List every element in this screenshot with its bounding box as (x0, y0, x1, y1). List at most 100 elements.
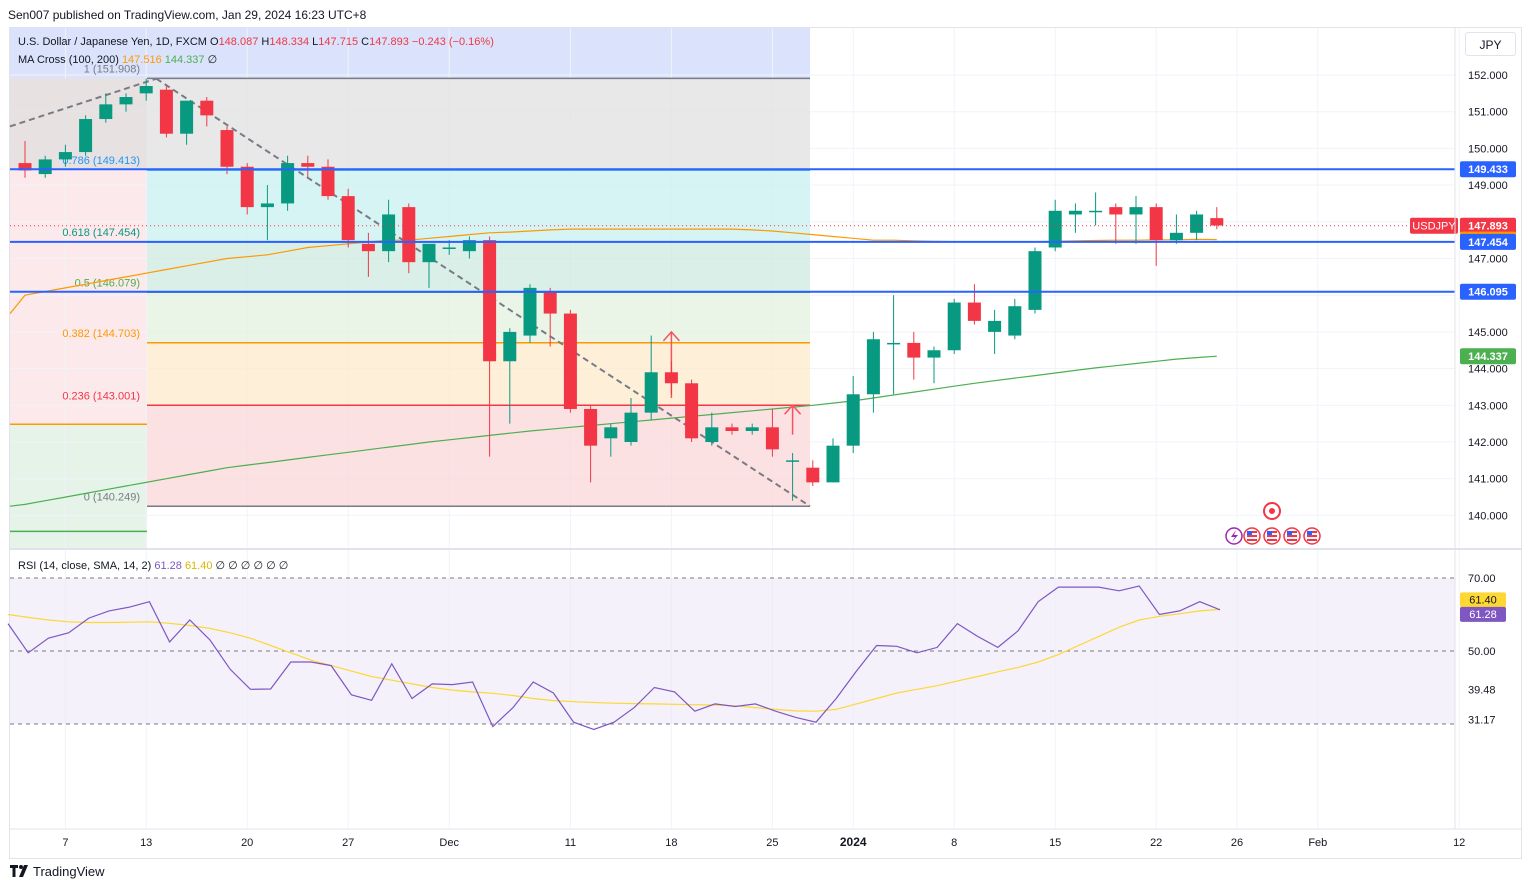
candle-body (281, 163, 295, 204)
fib-band (147, 342, 810, 406)
x-tick-label: 12 (1453, 837, 1465, 849)
symbol-legend: U.S. Dollar / Japanese Yen, 1D, FXCM O14… (18, 36, 494, 48)
y-tick-label: 151.000 (1468, 107, 1508, 119)
x-tick-label: 25 (766, 837, 778, 849)
rsi-tick-label: 70.00 (1468, 573, 1496, 585)
close-label: C (361, 36, 370, 48)
fib-band (147, 405, 810, 507)
price-tag (1460, 233, 1516, 250)
rsi-pane[interactable] (7, 577, 1455, 731)
candle-body (180, 100, 194, 134)
candle-body (604, 427, 618, 439)
axes: 152.000151.000150.000149.000148.000147.0… (10, 28, 1521, 849)
y-tick-label: 152.000 (1468, 70, 1508, 82)
candle-body (1169, 232, 1183, 241)
candle-body (664, 372, 678, 384)
x-tick-label: 11 (565, 837, 576, 849)
y-tick-label: 144.000 (1468, 364, 1508, 376)
horizontal-lines[interactable] (10, 168, 1455, 293)
candle-body (988, 320, 1002, 332)
close-value: 147.893 (369, 36, 409, 48)
y-tick-label: 150.000 (1468, 143, 1508, 155)
flag-stripe-icon (1307, 535, 1317, 537)
top-bar: Sen007 published on TradingView.com, Jan… (0, 0, 1531, 28)
currency-button[interactable]: JPY (1465, 32, 1516, 56)
x-tick-label: 15 (1049, 837, 1061, 849)
fib-band (147, 241, 810, 293)
open-label: O (210, 36, 219, 48)
y-tick-label: 147.000 (1468, 254, 1508, 266)
ma-extra: ∅ (207, 54, 218, 66)
x-tick-label: 2024 (840, 835, 867, 849)
low-value: 147.715 (318, 36, 359, 48)
rsi-legend[interactable]: RSI (14, close, SMA, 14, 2) 61.28 61.40 … (18, 559, 288, 572)
candle-body (846, 394, 860, 446)
candle-body (1008, 306, 1022, 336)
open-value: 148.087 (218, 36, 259, 48)
candle-body (1190, 214, 1204, 233)
rsi-ma-line (7, 608, 1221, 712)
flag-stripe-icon (1307, 539, 1317, 541)
rsi-extra: ∅ ∅ ∅ ∅ ∅ ∅ (215, 560, 289, 572)
fib-retracement[interactable]: 1 (151.908) 0.786 (149.413) 0.618 (147.454… (10, 63, 810, 533)
high-value: 148.334 (269, 36, 310, 48)
candle-body (18, 163, 32, 171)
flag-canton-icon (1267, 531, 1272, 535)
candle-body (58, 152, 72, 160)
fib-level-label: 0.5 (146.079) (75, 277, 140, 289)
candle-body (887, 342, 901, 345)
x-tick-label: 27 (342, 837, 354, 849)
candle-body (907, 342, 921, 358)
candle-body (685, 383, 699, 439)
candle-body (563, 313, 577, 409)
economic-events[interactable] (1225, 502, 1321, 545)
price-tag-label: 149.433 (1468, 164, 1508, 176)
flag-stripe-icon (1267, 535, 1277, 537)
candle-body (1210, 218, 1224, 226)
flag-stripe-icon (1287, 535, 1297, 537)
y-tick-label: 149.000 (1468, 180, 1508, 192)
event-dot-icon (1269, 508, 1275, 514)
rsi-line (7, 585, 1221, 731)
candle-body (159, 89, 173, 134)
x-tick-label: 7 (62, 837, 68, 849)
candle-body (745, 427, 759, 431)
candle-body (38, 159, 52, 175)
candle-body (765, 427, 779, 450)
fib-level-label: 0.786 (149.413) (62, 155, 140, 167)
candle-body (806, 467, 820, 483)
candle-body (79, 119, 93, 153)
price-tag (1460, 161, 1516, 178)
candle-body (584, 408, 598, 446)
candle-body (422, 243, 436, 263)
rsi-ma-value: 61.40 (184, 560, 213, 572)
candles[interactable] (18, 78, 1224, 501)
candle-body (341, 196, 355, 241)
ma-fast-value: 147.516 (121, 54, 162, 66)
candle-body (301, 163, 315, 167)
candle-body (382, 214, 396, 252)
footer-brand: TradingView (33, 864, 105, 879)
tradingview-footer[interactable]: TradingView (10, 864, 105, 880)
rsi-tag (1460, 606, 1506, 622)
flag-canton-icon (1307, 531, 1312, 535)
candle-body (200, 100, 214, 116)
rsi-value: 61.28 (154, 560, 182, 572)
rsi-ma-tag-label: 61.40 (1469, 594, 1497, 606)
flag-canton-icon (1247, 531, 1252, 535)
x-tick-label: 8 (951, 837, 957, 849)
candle-body (483, 240, 497, 362)
candle-body (402, 207, 416, 263)
candle-body (462, 240, 476, 252)
candle-body (947, 302, 961, 351)
ma-legend[interactable]: MA Cross (100, 200) 147.516 144.337 ∅ (18, 53, 217, 66)
candle-body (543, 291, 557, 314)
candle-body (786, 460, 800, 462)
y-tick-label: 145.000 (1468, 327, 1508, 339)
candle-body (260, 203, 274, 208)
candle-body (1089, 210, 1103, 213)
x-tick-label: Feb (1308, 837, 1327, 849)
chart-frame (9, 27, 1522, 859)
candle-body (503, 331, 517, 362)
